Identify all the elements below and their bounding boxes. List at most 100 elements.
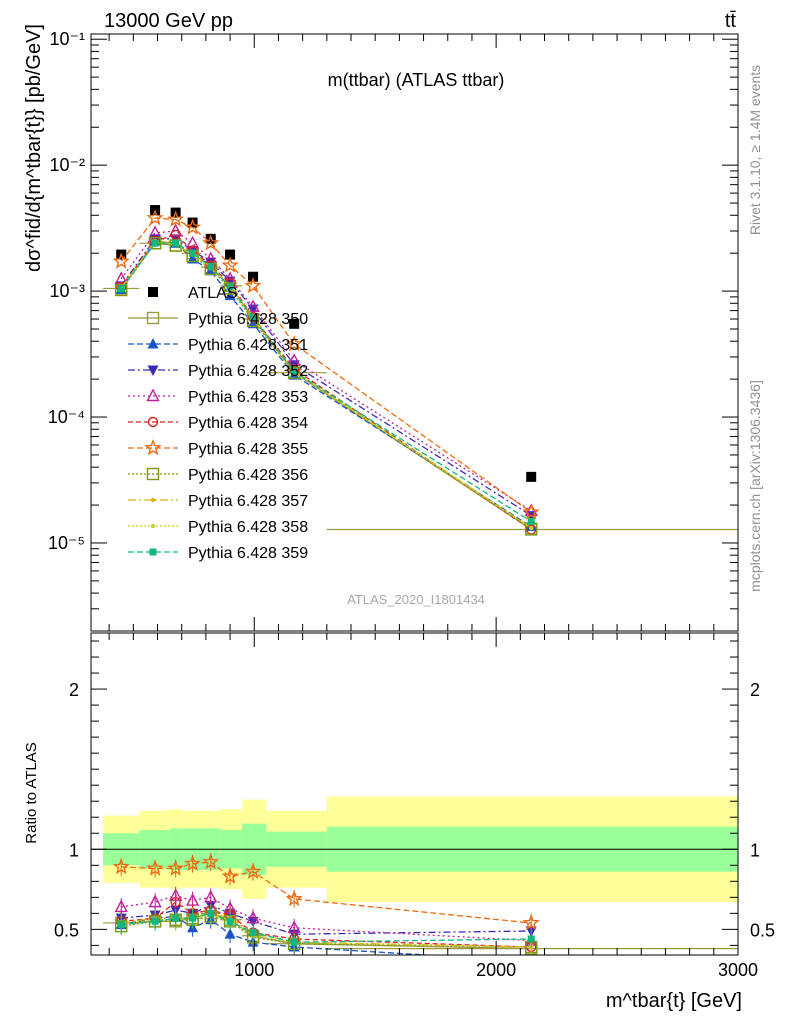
main-frame bbox=[90, 33, 739, 632]
series-line bbox=[120, 242, 532, 523]
ratio-point bbox=[249, 929, 257, 937]
ratio-point bbox=[290, 938, 298, 946]
ratio-point bbox=[224, 928, 236, 939]
legend-marker bbox=[150, 497, 156, 503]
legend-entry: Pythia 6.428 358 bbox=[128, 519, 308, 536]
ratio-point bbox=[170, 896, 181, 908]
series-point bbox=[224, 289, 236, 301]
y-tick-label: 10⁻² bbox=[49, 155, 85, 175]
series-point bbox=[247, 317, 259, 329]
series-point bbox=[289, 318, 300, 329]
ratio-point bbox=[148, 894, 162, 908]
legend-entry: Pythia 6.428 356 bbox=[128, 467, 308, 484]
series-point bbox=[522, 503, 540, 520]
ratio-point bbox=[146, 859, 164, 876]
legend-label: Pythia 6.428 356 bbox=[188, 467, 308, 484]
legend-marker bbox=[150, 523, 156, 529]
series-line bbox=[120, 240, 532, 528]
ratio-point bbox=[167, 859, 185, 876]
ratio-y-tick-label-right: 1 bbox=[750, 840, 760, 860]
series-point bbox=[115, 283, 128, 297]
side-label-mcplots: mcplots.cern.ch [arXiv:1306.3436] bbox=[747, 380, 763, 592]
series-point bbox=[290, 367, 298, 375]
legend-entry: Pythia 6.428 350 bbox=[128, 311, 308, 328]
series-point bbox=[151, 239, 159, 247]
legend-entry: Pythia 6.428 353 bbox=[128, 388, 308, 406]
header-right: tt̄ bbox=[725, 10, 737, 32]
ratio-point bbox=[117, 921, 125, 929]
legend-label: Pythia 6.428 353 bbox=[188, 389, 308, 406]
ratio-point bbox=[202, 853, 220, 870]
series-point bbox=[221, 256, 239, 273]
ratio-point bbox=[246, 910, 260, 924]
ratio-point bbox=[221, 867, 239, 884]
ratio-plot: 0.5 0.5 1 1 2 2 1000 2000 3000 Ratio to ATLAS m^… bbox=[23, 632, 775, 1012]
ratio-point bbox=[184, 854, 202, 871]
ratio-point bbox=[114, 899, 128, 913]
legend: ATLAS Pythia 6.428 350 Pythia 6.428 351 Pyt… bbox=[128, 285, 308, 562]
ratio-point bbox=[285, 889, 303, 907]
legend-marker bbox=[146, 467, 160, 481]
legend-marker bbox=[148, 287, 158, 297]
series-point bbox=[114, 271, 128, 285]
main-plot: 10⁻¹ 10⁻² 10⁻³ 10⁻⁴ 10⁻⁵ m(ttbar) (ATLAS ttb… bbox=[23, 24, 739, 632]
series-point bbox=[207, 263, 215, 271]
header-left: 13000 GeV pp bbox=[104, 10, 233, 32]
series-point bbox=[529, 526, 534, 531]
ratio-point bbox=[151, 917, 159, 925]
series-point bbox=[184, 218, 202, 235]
x-tick-label: 1000 bbox=[234, 960, 274, 980]
legend-entry: Pythia 6.428 354 bbox=[128, 415, 308, 432]
series-line bbox=[120, 240, 532, 529]
main-ylabel-text: dσ^fid/d{m^tbar{t}} [pb/GeV] bbox=[23, 24, 45, 272]
x-tick-label: 3000 bbox=[718, 960, 758, 980]
ratio-y-tick-label: 0.5 bbox=[54, 920, 79, 940]
series-point bbox=[246, 299, 260, 313]
legend-label: Pythia 6.428 351 bbox=[188, 337, 308, 354]
side-label-rivet: Rivet 3.1.10, ≥ 1.4M events bbox=[747, 65, 763, 235]
legend-marker bbox=[147, 365, 159, 376]
series-point bbox=[226, 283, 234, 291]
legend-entry: Pythia 6.428 357 bbox=[128, 493, 308, 510]
series-point bbox=[187, 217, 198, 228]
legend-marker bbox=[144, 439, 162, 456]
legend-marker bbox=[147, 416, 159, 428]
series-point bbox=[167, 210, 185, 227]
legend-label: Pythia 6.428 354 bbox=[188, 415, 308, 432]
y-tick-label: 10⁻³ bbox=[49, 281, 85, 301]
x-axis-label: m^tbar{t} [GeV] bbox=[606, 990, 742, 1012]
legend-label: Pythia 6.428 355 bbox=[188, 441, 308, 458]
legend-label: Pythia 6.428 358 bbox=[188, 519, 308, 536]
series-point bbox=[244, 276, 262, 294]
series-point bbox=[112, 252, 130, 269]
series-point bbox=[225, 249, 236, 260]
legend-entry: Pythia 6.428 355 bbox=[128, 439, 308, 458]
ratio-point bbox=[244, 862, 262, 880]
series-line bbox=[120, 234, 532, 531]
series-point bbox=[249, 313, 257, 321]
legend-label: Pythia 6.428 357 bbox=[188, 493, 308, 510]
y-tick-label: 10⁻⁵ bbox=[48, 533, 85, 553]
ratio-ylabel-text: Ratio to ATLAS bbox=[23, 742, 40, 843]
ratio-y-tick-label: 2 bbox=[69, 680, 79, 700]
main-title: m(ttbar) (ATLAS ttbar) bbox=[328, 70, 505, 90]
side-label-rivet-text: Rivet 3.1.10, ≥ 1.4M events bbox=[747, 65, 763, 235]
series-point bbox=[202, 234, 220, 251]
ratio-point bbox=[226, 917, 234, 925]
series-point bbox=[146, 209, 164, 226]
ratio-point bbox=[112, 857, 130, 875]
legend-marker bbox=[146, 388, 160, 402]
series-line bbox=[120, 238, 532, 517]
main-ylabel: dσ^fid/d{m^tbar{t}} [pb/GeV] bbox=[23, 24, 45, 272]
ratio-point bbox=[526, 955, 537, 966]
ratio-frame bbox=[90, 632, 739, 956]
legend-marker bbox=[147, 338, 159, 349]
ratio-y-tick-label-right: 2 bbox=[750, 680, 760, 700]
ratio-y-tick-label-right: 0.5 bbox=[750, 920, 775, 940]
series-point bbox=[287, 366, 301, 379]
series-point bbox=[172, 239, 180, 247]
watermark: ATLAS_2020_I1801434 bbox=[347, 592, 485, 607]
series-point bbox=[189, 249, 197, 257]
legend-label: Pythia 6.428 350 bbox=[188, 311, 308, 328]
ratio-point bbox=[189, 914, 197, 922]
